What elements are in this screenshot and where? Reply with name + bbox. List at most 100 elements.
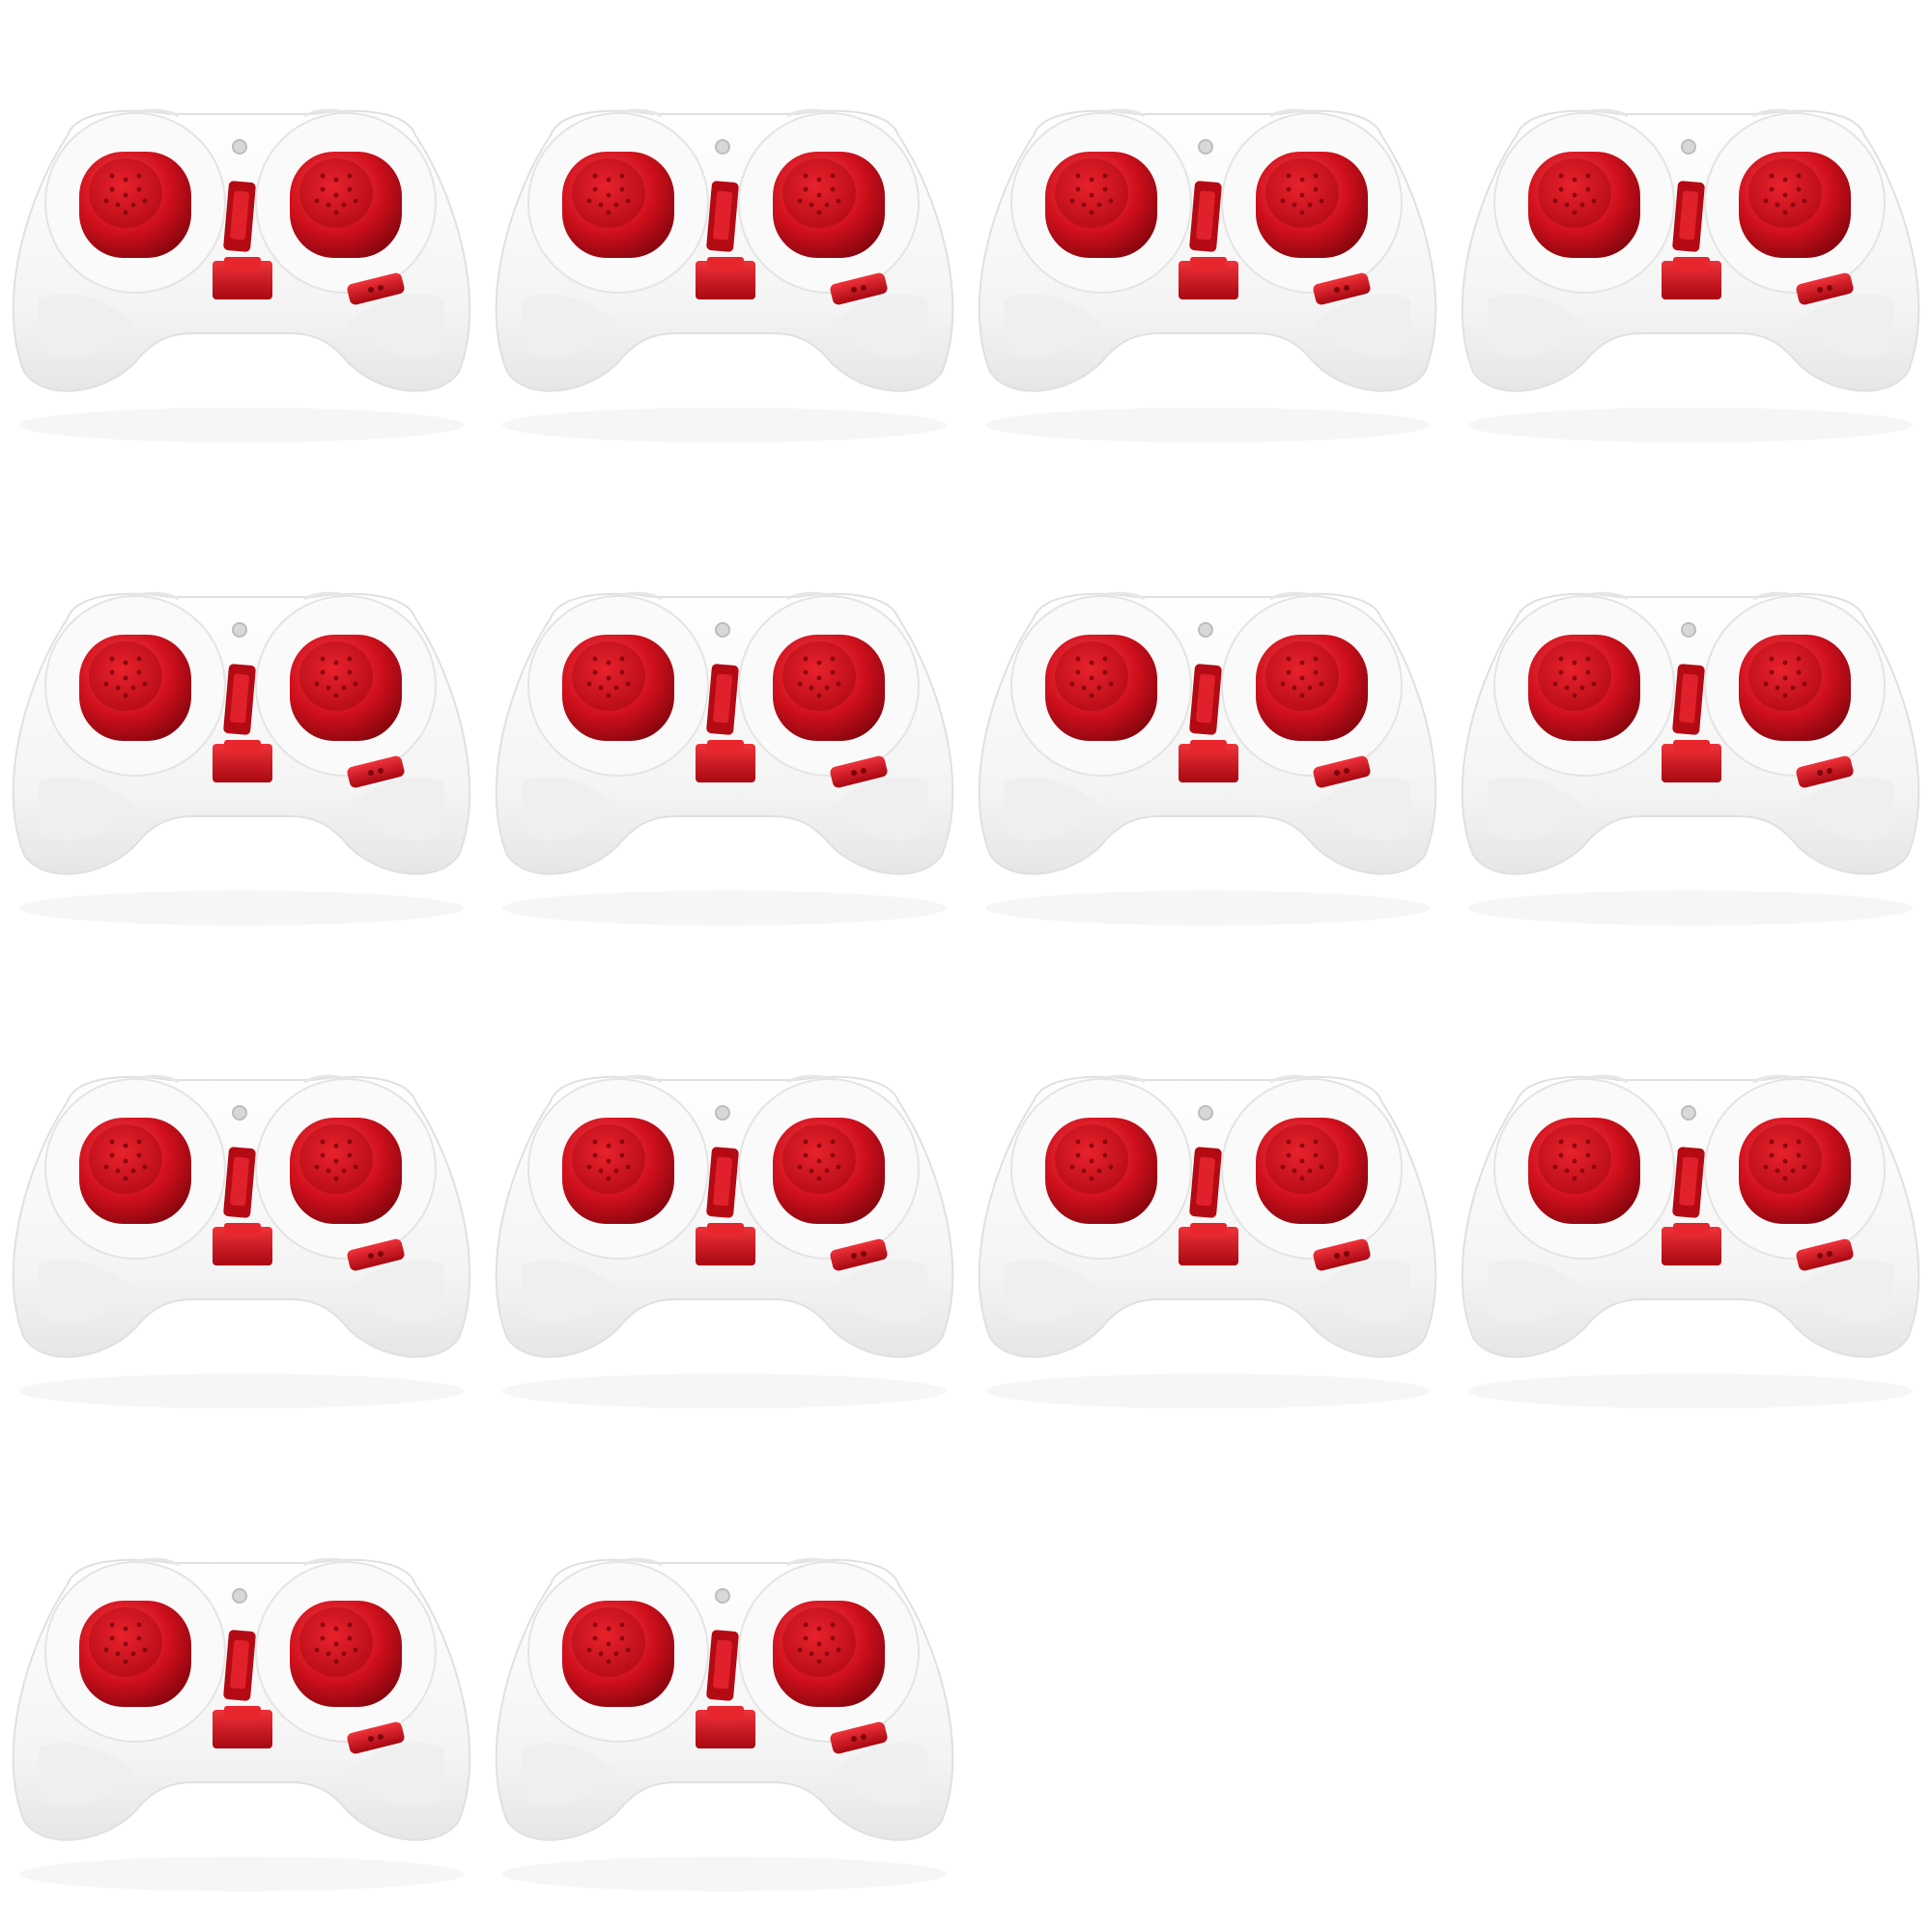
left-joystick[interactable] xyxy=(79,635,191,741)
trim-button[interactable] xyxy=(346,754,406,788)
right-joystick[interactable] xyxy=(1256,1118,1368,1224)
trim-button[interactable] xyxy=(346,1237,406,1271)
trim-button[interactable] xyxy=(1312,271,1372,305)
controller-graphic xyxy=(495,1557,954,1891)
right-joystick[interactable] xyxy=(1256,635,1368,741)
power-switch[interactable] xyxy=(223,664,256,735)
trim-button[interactable] xyxy=(346,271,406,305)
reflection xyxy=(19,1857,464,1891)
mode-button[interactable] xyxy=(696,1223,755,1265)
left-joystick[interactable] xyxy=(79,1118,191,1224)
mode-button[interactable] xyxy=(696,740,755,782)
power-switch[interactable] xyxy=(706,181,739,252)
trim-button[interactable] xyxy=(1795,1237,1855,1271)
controller-graphic xyxy=(12,1074,471,1408)
left-joystick[interactable] xyxy=(79,152,191,258)
left-joystick[interactable] xyxy=(1528,635,1640,741)
left-joystick[interactable] xyxy=(562,635,674,741)
right-joystick[interactable] xyxy=(773,635,885,741)
right-joystick[interactable] xyxy=(290,1118,402,1224)
reflection xyxy=(985,408,1430,442)
right-joystick[interactable] xyxy=(1739,1118,1851,1224)
controller-item xyxy=(0,483,483,966)
controller-graphic xyxy=(495,108,954,442)
controller-item xyxy=(0,0,483,483)
power-switch[interactable] xyxy=(706,664,739,735)
led-indicator xyxy=(1681,1105,1696,1121)
mode-button[interactable] xyxy=(213,1706,272,1748)
controller-graphic xyxy=(495,591,954,925)
led-indicator xyxy=(232,622,247,638)
left-joystick[interactable] xyxy=(562,1601,674,1707)
reflection xyxy=(1468,1374,1913,1408)
trim-button[interactable] xyxy=(1312,754,1372,788)
left-joystick[interactable] xyxy=(79,1601,191,1707)
led-indicator xyxy=(1198,139,1213,155)
trim-button[interactable] xyxy=(829,754,889,788)
controller-graphic xyxy=(495,1074,954,1408)
led-indicator xyxy=(1681,139,1696,155)
left-joystick[interactable] xyxy=(1045,635,1157,741)
power-switch[interactable] xyxy=(1672,181,1705,252)
mode-button[interactable] xyxy=(1179,740,1238,782)
led-indicator xyxy=(715,1105,730,1121)
power-switch[interactable] xyxy=(1189,1147,1222,1218)
power-switch[interactable] xyxy=(1672,664,1705,735)
controller-item xyxy=(0,966,483,1449)
trim-button[interactable] xyxy=(829,1720,889,1754)
trim-button[interactable] xyxy=(1312,1237,1372,1271)
power-switch[interactable] xyxy=(223,1147,256,1218)
trim-button[interactable] xyxy=(346,1720,406,1754)
led-indicator xyxy=(715,622,730,638)
right-joystick[interactable] xyxy=(290,1601,402,1707)
mode-button[interactable] xyxy=(1179,257,1238,299)
mode-button[interactable] xyxy=(1179,1223,1238,1265)
led-indicator xyxy=(1198,1105,1213,1121)
power-switch[interactable] xyxy=(223,1630,256,1701)
left-joystick[interactable] xyxy=(1528,152,1640,258)
left-joystick[interactable] xyxy=(562,152,674,258)
led-indicator xyxy=(1681,622,1696,638)
reflection xyxy=(985,1374,1430,1408)
mode-button[interactable] xyxy=(1662,740,1721,782)
mode-button[interactable] xyxy=(213,1223,272,1265)
reflection xyxy=(502,408,947,442)
power-switch[interactable] xyxy=(1189,181,1222,252)
right-joystick[interactable] xyxy=(773,1118,885,1224)
controller-item xyxy=(966,483,1449,966)
trim-button[interactable] xyxy=(829,1237,889,1271)
power-switch[interactable] xyxy=(1672,1147,1705,1218)
left-joystick[interactable] xyxy=(1045,152,1157,258)
mode-button[interactable] xyxy=(1662,257,1721,299)
mode-button[interactable] xyxy=(1662,1223,1721,1265)
power-switch[interactable] xyxy=(1189,664,1222,735)
controller-item xyxy=(483,966,966,1449)
right-joystick[interactable] xyxy=(290,152,402,258)
right-joystick[interactable] xyxy=(1739,152,1851,258)
left-joystick[interactable] xyxy=(562,1118,674,1224)
right-joystick[interactable] xyxy=(773,152,885,258)
left-joystick[interactable] xyxy=(1045,1118,1157,1224)
mode-button[interactable] xyxy=(696,257,755,299)
mode-button[interactable] xyxy=(213,257,272,299)
reflection xyxy=(1468,408,1913,442)
power-switch[interactable] xyxy=(223,181,256,252)
left-joystick[interactable] xyxy=(1528,1118,1640,1224)
led-indicator xyxy=(715,1588,730,1604)
trim-button[interactable] xyxy=(1795,271,1855,305)
mode-button[interactable] xyxy=(213,740,272,782)
right-joystick[interactable] xyxy=(1256,152,1368,258)
right-joystick[interactable] xyxy=(290,635,402,741)
led-indicator xyxy=(715,139,730,155)
trim-button[interactable] xyxy=(1795,754,1855,788)
controller-graphic xyxy=(978,1074,1437,1408)
mode-button[interactable] xyxy=(696,1706,755,1748)
power-switch[interactable] xyxy=(706,1147,739,1218)
right-joystick[interactable] xyxy=(773,1601,885,1707)
controller-graphic xyxy=(12,1557,471,1891)
trim-button[interactable] xyxy=(829,271,889,305)
right-joystick[interactable] xyxy=(1739,635,1851,741)
reflection xyxy=(502,1374,947,1408)
power-switch[interactable] xyxy=(706,1630,739,1701)
